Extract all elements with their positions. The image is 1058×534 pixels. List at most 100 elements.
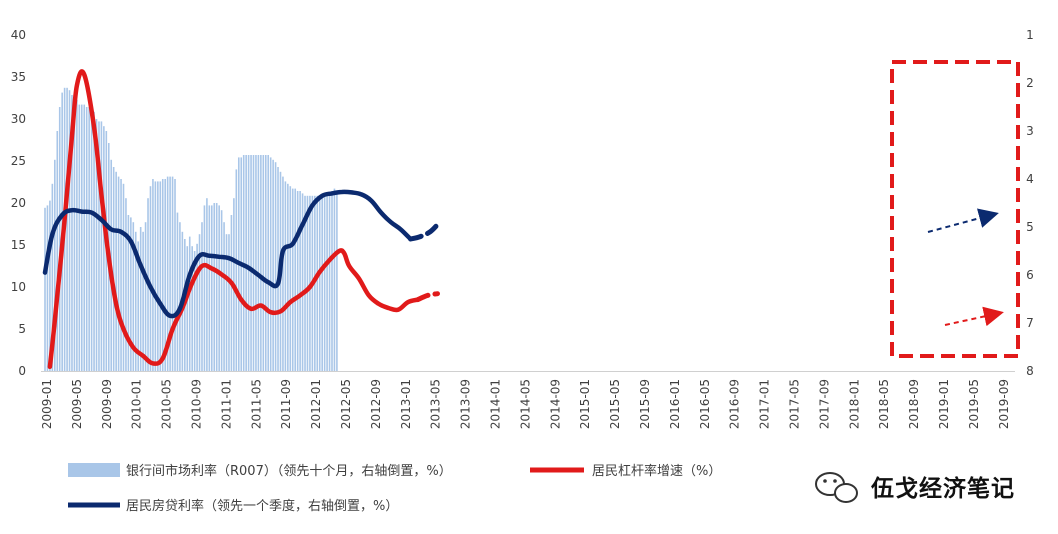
x-tick-label: 2015-01: [578, 379, 592, 429]
x-tick-label: 2012-05: [339, 379, 353, 429]
left-tick-label: 30: [11, 112, 26, 126]
x-tick-label: 2017-05: [788, 379, 802, 429]
bar: [211, 205, 213, 371]
bar: [115, 171, 117, 371]
x-tick-label: 2015-05: [608, 379, 622, 429]
watermark: 伍戈经济笔记: [815, 472, 1015, 503]
navy-series-line: [42, 189, 413, 319]
bar: [228, 234, 230, 371]
bar: [132, 222, 135, 371]
bar: [289, 186, 292, 371]
bar: [198, 234, 201, 371]
legend: 银行间市场利率（R007）（领先十个月，右轴倒置，%） 居民杠杆率增速（%） 居…: [68, 463, 721, 514]
bar: [250, 155, 252, 371]
x-tick-label: 2011-09: [279, 379, 293, 429]
bar: [125, 198, 127, 371]
left-tick-label: 20: [11, 196, 26, 210]
bar: [169, 176, 171, 371]
bar: [193, 251, 196, 371]
bar: [272, 159, 274, 371]
x-tick-label: 2009-09: [100, 379, 114, 429]
bar: [186, 246, 189, 371]
bar: [149, 186, 152, 371]
bar: [130, 217, 132, 371]
left-tick-label: 25: [11, 154, 26, 168]
bar: [90, 109, 93, 372]
bar: [120, 179, 122, 371]
bar: [213, 203, 216, 371]
bar: [176, 212, 179, 371]
bar: [154, 181, 157, 371]
bar: [179, 222, 181, 371]
legend-bar-swatch: [68, 463, 120, 477]
red-forecast-line: [415, 291, 440, 303]
bar: [157, 181, 159, 371]
bar: [73, 97, 76, 372]
bar: [291, 188, 294, 371]
left-tick-label: 40: [11, 28, 26, 42]
x-tick-label: 2010-09: [190, 379, 204, 429]
bar: [252, 155, 255, 371]
bar: [166, 176, 169, 371]
bar: [294, 188, 297, 371]
bar: [316, 195, 319, 371]
x-tick-label: 2019-09: [997, 379, 1011, 429]
navy-trend-arrow: [927, 208, 999, 233]
bar: [287, 183, 289, 371]
bar: [299, 191, 301, 371]
bar: [255, 155, 257, 371]
bar: [46, 205, 49, 371]
wechat-icon: [815, 472, 858, 503]
watermark-text: 伍戈经济笔记: [871, 475, 1015, 502]
red-series-line: [47, 69, 421, 370]
left-tick-label: 0: [18, 364, 26, 378]
bar: [326, 195, 328, 371]
x-tick-label: 2010-05: [160, 379, 174, 429]
bar: [267, 155, 270, 371]
x-tick-label: 2014-01: [489, 379, 503, 429]
legend-bar-label: 银行间市场利率（R007）（领先十个月，右轴倒置，%）: [126, 463, 452, 479]
bar: [49, 200, 51, 371]
annotation-layer: [890, 60, 1020, 358]
bar: [206, 198, 208, 371]
bar: [122, 183, 125, 371]
x-tick-label: 2010-01: [130, 379, 144, 429]
bars-layer: [44, 87, 338, 372]
left-tick-label: 15: [11, 238, 26, 252]
right-tick-label: 6: [1026, 268, 1034, 282]
bar: [296, 191, 299, 371]
x-tick-label: 2014-09: [548, 379, 562, 429]
bar: [318, 195, 321, 371]
bar: [171, 176, 174, 371]
right-tick-label: 5: [1026, 220, 1034, 234]
bar: [301, 193, 304, 371]
right-tick-label: 3: [1026, 124, 1034, 138]
bar: [257, 155, 260, 371]
bar: [85, 107, 88, 371]
bar: [306, 195, 309, 371]
bar: [323, 195, 326, 371]
x-tick-label: 2019-05: [967, 379, 981, 429]
bar: [83, 104, 86, 371]
left-tick-label: 35: [11, 70, 26, 84]
left-tick-label: 10: [11, 280, 26, 294]
bar: [188, 236, 191, 371]
x-tick-label: 2018-09: [907, 379, 921, 429]
bar: [142, 231, 144, 371]
bar: [191, 246, 193, 371]
bar: [225, 234, 228, 371]
x-tick-label: 2012-01: [309, 379, 323, 429]
bar: [218, 205, 220, 371]
bar: [137, 241, 140, 371]
bar: [51, 183, 54, 371]
x-tick-label: 2013-05: [429, 379, 443, 429]
x-tick-label: 2019-01: [937, 379, 951, 429]
bar: [152, 179, 154, 371]
bar: [174, 179, 176, 371]
bar: [328, 193, 331, 371]
legend-red-label: 居民杠杆率增速（%）: [592, 463, 721, 479]
bar: [164, 179, 166, 371]
bar: [44, 207, 46, 371]
x-tick-label: 2013-01: [399, 379, 413, 429]
